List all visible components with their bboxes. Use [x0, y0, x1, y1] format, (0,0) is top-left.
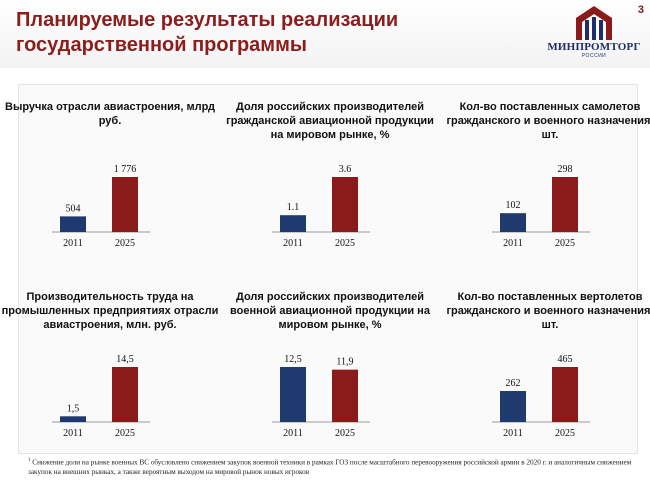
- data-label: 3.6: [339, 164, 352, 175]
- ministry-logo: МИНПРОМТОРГ РОССИИ: [546, 4, 642, 62]
- chart-svg: 504 2011 1 776 2025: [52, 164, 150, 249]
- category-label: 2011: [503, 428, 523, 439]
- chart-panel-revenue: Выручка отрасли авиастроения, млрд руб. …: [0, 100, 220, 275]
- data-label: 262: [506, 378, 521, 389]
- bar-2025: [332, 369, 358, 422]
- page-number: 3: [637, 4, 644, 16]
- chart-title: Производительность труда на промышленных…: [1, 291, 219, 331]
- chart-title: Кол-во поставленных вертолетов гражданск…: [446, 291, 650, 331]
- chart-panel-aircraft-delivered: Кол-во поставленных самолетов гражданско…: [440, 100, 650, 275]
- data-label: 12,5: [284, 354, 302, 365]
- logo-subtext: РОССИИ: [581, 53, 607, 59]
- chart-title: Выручка отрасли авиастроения, млрд руб.: [5, 101, 215, 127]
- logo-text: МИНПРОМТОРГ: [547, 41, 641, 53]
- footnote: 1 Снижение доли на рынке военных ВС обус…: [28, 456, 638, 477]
- category-label: 2011: [63, 238, 83, 249]
- chart-panel-military-share: Доля российских производителей военной а…: [220, 290, 440, 465]
- bar-2025: [552, 367, 578, 422]
- chart-title: Доля российских производителей гражданск…: [226, 101, 434, 141]
- chart-svg: 262 2011 465 2025: [492, 354, 590, 439]
- data-label: 11,9: [336, 357, 353, 368]
- data-label: 102: [506, 200, 521, 211]
- bar-2011: [280, 367, 306, 422]
- category-label: 2011: [283, 238, 303, 249]
- data-label: 465: [558, 354, 573, 365]
- bar-2025: [112, 177, 138, 232]
- bar-2025: [332, 177, 358, 232]
- logo-emblem-icon: [576, 6, 612, 40]
- category-label: 2025: [335, 238, 355, 249]
- category-label: 2011: [63, 428, 83, 439]
- data-label: 1 776: [114, 164, 137, 175]
- data-label: 504: [66, 203, 81, 214]
- data-label: 1,5: [67, 403, 80, 414]
- chart-svg: 102 2011 298 2025: [492, 164, 590, 249]
- chart-svg: 1,5 2011 14,5 2025: [52, 354, 150, 439]
- chart-panel-helicopters-delivered: Кол-во поставленных вертолетов гражданск…: [440, 290, 650, 465]
- bar-2011: [500, 391, 526, 422]
- chart-panel-productivity: Производительность труда на промышленных…: [0, 290, 220, 465]
- category-label: 2025: [555, 238, 575, 249]
- category-label: 2011: [283, 428, 303, 439]
- category-label: 2011: [503, 238, 523, 249]
- slide-title: Планируемые результаты реализации госуда…: [16, 9, 399, 56]
- chart-svg: 1.1 2011 3.6 2025: [272, 164, 370, 249]
- footnote-text: Снижение доли на рынке военных ВС обусло…: [28, 458, 632, 477]
- footnote-marker: 1: [28, 458, 31, 463]
- bar-2011: [60, 416, 86, 422]
- category-label: 2025: [335, 428, 355, 439]
- slide-header: Планируемые результаты реализации госуда…: [0, 0, 650, 68]
- data-label: 1.1: [287, 202, 300, 213]
- bar-2011: [500, 213, 526, 232]
- chart-panel-civil-share: Доля российских производителей гражданск…: [220, 100, 440, 275]
- bar-2011: [60, 216, 86, 232]
- category-label: 2025: [115, 428, 135, 439]
- bar-2025: [552, 177, 578, 232]
- category-label: 2025: [115, 238, 135, 249]
- data-label: 14,5: [116, 354, 134, 365]
- category-label: 2025: [555, 428, 575, 439]
- data-label: 298: [558, 164, 573, 175]
- chart-title: Доля российских производителей военной а…: [230, 291, 430, 331]
- chart-svg: 12,5 2011 11,9 2025: [272, 354, 370, 439]
- bar-2025: [112, 367, 138, 422]
- chart-title: Кол-во поставленных самолетов гражданско…: [446, 101, 650, 141]
- bar-2011: [280, 215, 306, 232]
